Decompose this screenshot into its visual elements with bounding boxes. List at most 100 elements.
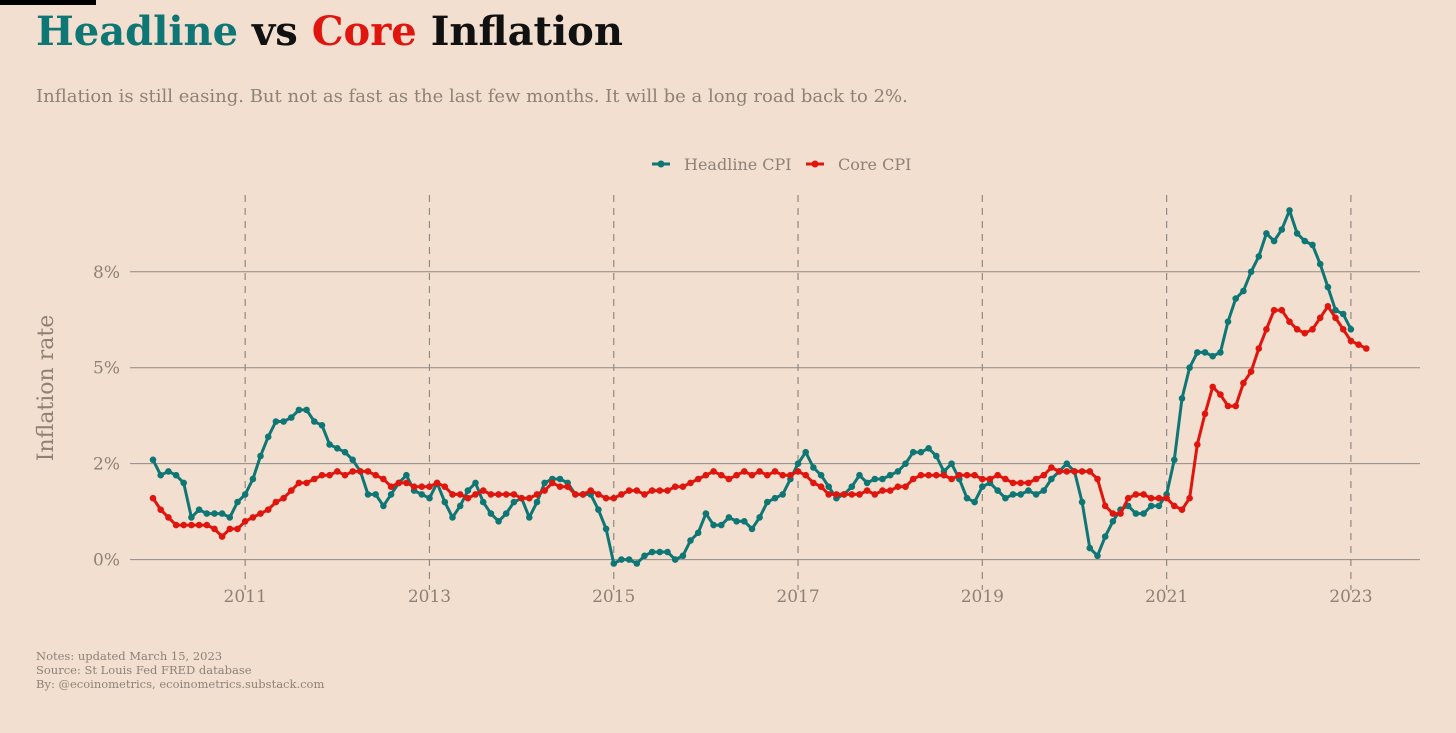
data-point	[925, 445, 932, 452]
data-point	[1078, 468, 1086, 475]
data-point	[387, 491, 395, 498]
data-point	[764, 498, 771, 506]
data-point	[157, 506, 164, 513]
data-point	[771, 468, 779, 475]
data-point	[856, 471, 863, 479]
data-point	[848, 491, 856, 498]
data-point	[633, 487, 641, 494]
note-author: By: @ecoinometrics, ecoinometrics.substa…	[36, 677, 325, 691]
data-point	[1363, 345, 1370, 352]
data-point	[1063, 468, 1071, 475]
data-point	[810, 479, 817, 487]
data-point	[671, 483, 679, 491]
data-point	[602, 525, 610, 533]
data-point	[741, 468, 748, 475]
data-point	[963, 471, 971, 479]
data-point	[748, 525, 756, 533]
data-point	[725, 514, 733, 521]
series-line	[151, 208, 1353, 565]
data-point	[211, 525, 218, 533]
data-point	[149, 494, 157, 502]
data-point	[694, 475, 702, 483]
data-point	[165, 514, 172, 521]
data-point	[1240, 379, 1247, 387]
data-point	[188, 514, 195, 521]
data-point	[526, 494, 533, 502]
data-point	[249, 514, 257, 521]
data-point	[1171, 456, 1178, 464]
data-point	[172, 471, 180, 479]
data-point	[249, 475, 257, 483]
y-tick-label: 0%	[93, 551, 120, 571]
data-point	[326, 471, 333, 479]
data-point	[426, 483, 433, 491]
data-point	[856, 491, 863, 498]
data-point	[1355, 341, 1362, 349]
data-point	[610, 560, 618, 567]
data-point	[994, 471, 1001, 479]
data-point	[1247, 368, 1255, 375]
data-point	[1086, 544, 1094, 552]
legend: Headline CPI Core CPI	[652, 155, 911, 174]
data-point	[1155, 502, 1163, 510]
data-point	[318, 471, 326, 479]
data-point	[1147, 502, 1155, 510]
data-point	[971, 471, 978, 479]
data-point	[357, 468, 364, 475]
data-point	[472, 479, 479, 487]
legend-headline-swatch-dot	[657, 160, 665, 168]
data-point	[479, 487, 487, 494]
data-point	[948, 475, 955, 483]
x-tick-label: 2015	[592, 587, 635, 607]
data-point	[756, 514, 763, 521]
data-point	[687, 537, 694, 544]
data-point	[226, 514, 234, 521]
data-point	[879, 487, 886, 494]
data-point	[1009, 479, 1017, 487]
series-layer	[149, 207, 1370, 567]
data-point	[272, 498, 280, 506]
data-point	[541, 479, 548, 487]
data-point	[456, 491, 464, 498]
data-point	[510, 498, 518, 506]
data-point	[1301, 329, 1309, 337]
data-point	[1178, 506, 1186, 513]
data-point	[311, 418, 318, 425]
data-point	[234, 525, 241, 533]
data-point	[195, 506, 203, 513]
data-point	[1209, 383, 1216, 391]
data-point	[671, 556, 679, 563]
data-point	[564, 483, 571, 491]
data-point	[541, 487, 548, 494]
data-point	[909, 448, 917, 456]
data-point	[587, 487, 594, 494]
data-point	[679, 552, 687, 560]
data-point	[1186, 494, 1193, 502]
y-tick-label: 5%	[93, 359, 120, 379]
data-point	[756, 468, 763, 475]
data-point	[502, 510, 510, 517]
data-point	[1255, 345, 1263, 352]
data-point	[1025, 487, 1032, 494]
data-point	[526, 514, 533, 521]
data-point	[1217, 349, 1224, 356]
data-point	[510, 491, 518, 498]
footnotes: Notes: updated March 15, 2023 Source: St…	[36, 649, 324, 691]
data-point	[1247, 268, 1255, 276]
data-point	[802, 471, 809, 479]
data-point	[288, 487, 295, 494]
data-point	[1017, 479, 1024, 487]
data-point	[702, 471, 710, 479]
data-point	[771, 494, 779, 502]
data-point	[257, 510, 264, 517]
data-point	[1117, 510, 1124, 517]
data-point	[648, 548, 656, 556]
data-point	[986, 475, 994, 483]
data-point	[1094, 475, 1101, 483]
data-point	[1048, 464, 1055, 471]
data-point	[702, 510, 710, 517]
data-point	[1240, 287, 1247, 295]
data-point	[1101, 533, 1109, 540]
data-point	[487, 510, 495, 517]
